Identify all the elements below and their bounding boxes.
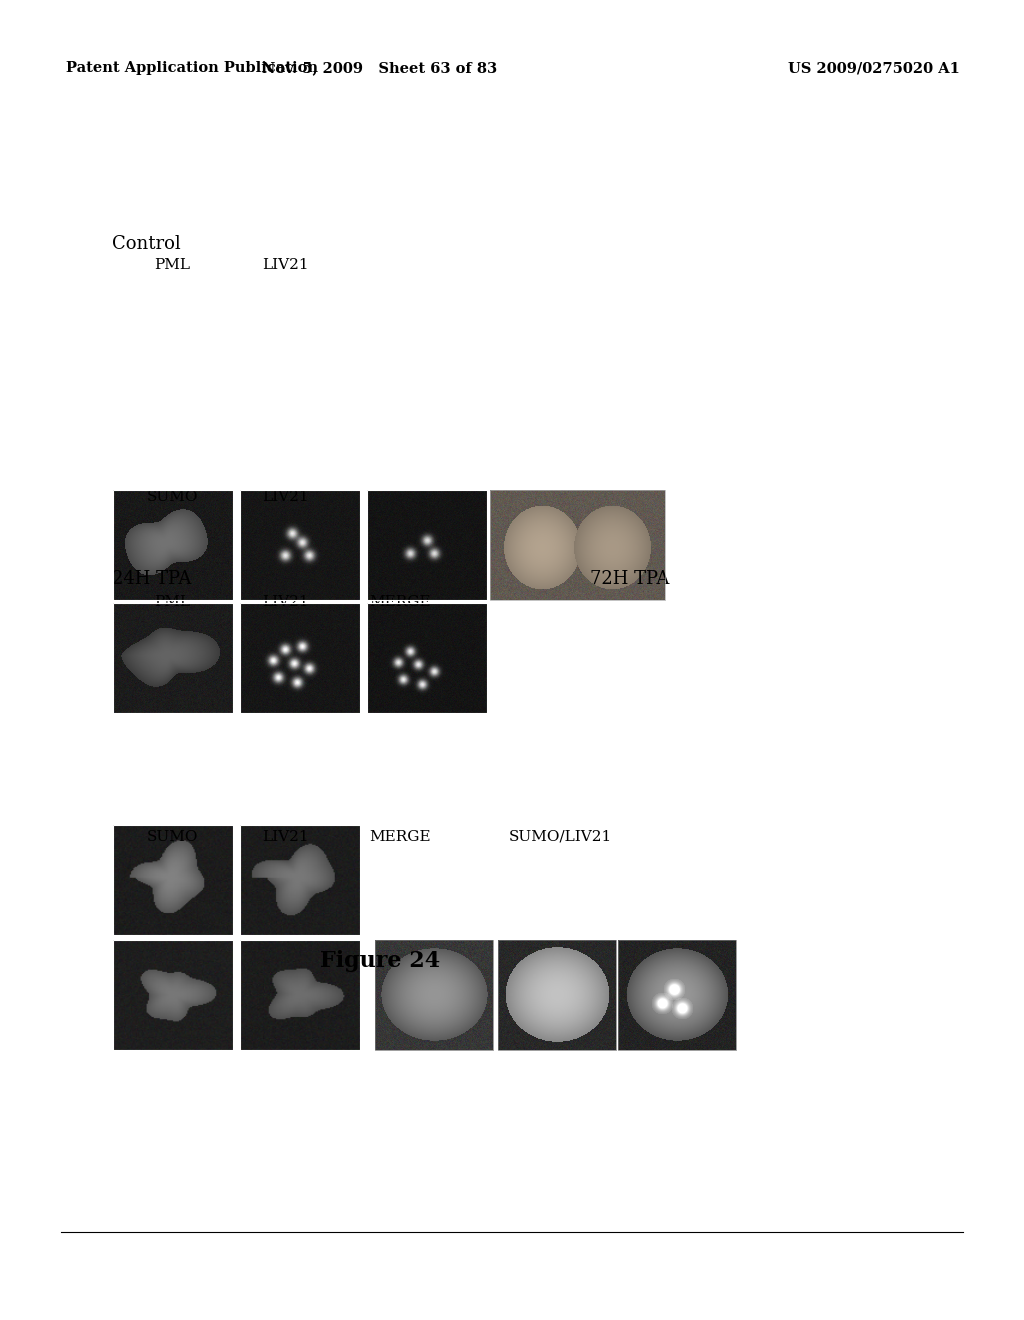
Text: Nov. 5, 2009   Sheet 63 of 83: Nov. 5, 2009 Sheet 63 of 83 [262, 61, 498, 75]
Text: PML: PML [154, 257, 190, 272]
Text: US 2009/0275020 A1: US 2009/0275020 A1 [788, 61, 961, 75]
Bar [367, 603, 487, 713]
Bar [618, 940, 736, 1049]
Text: 24H TPA: 24H TPA [112, 570, 191, 587]
Bar [490, 490, 665, 601]
Bar [240, 940, 360, 1049]
Text: Figure 24: Figure 24 [319, 950, 440, 972]
Text: LIV21: LIV21 [262, 595, 308, 609]
Bar [375, 940, 493, 1049]
Bar [113, 603, 233, 713]
Text: SUMO: SUMO [146, 830, 198, 843]
Text: SUMO: SUMO [146, 490, 198, 504]
Bar [240, 603, 360, 713]
Bar [367, 490, 487, 601]
Text: Control: Control [112, 235, 181, 253]
Text: 72H TPA: 72H TPA [590, 570, 670, 587]
Bar [240, 825, 360, 935]
Text: LIV21: LIV21 [262, 257, 308, 272]
Bar [113, 490, 233, 601]
Bar [240, 490, 360, 601]
Bar [498, 940, 616, 1049]
Text: SUMO/LIV21: SUMO/LIV21 [508, 830, 611, 843]
Text: MERGE: MERGE [370, 595, 431, 609]
Bar [113, 940, 233, 1049]
Text: Patent Application Publication: Patent Application Publication [66, 61, 318, 75]
Text: LIV21: LIV21 [262, 830, 308, 843]
Bar [113, 825, 233, 935]
Text: PML: PML [154, 595, 190, 609]
Text: LIV21: LIV21 [262, 490, 308, 504]
Text: MERGE: MERGE [370, 830, 431, 843]
